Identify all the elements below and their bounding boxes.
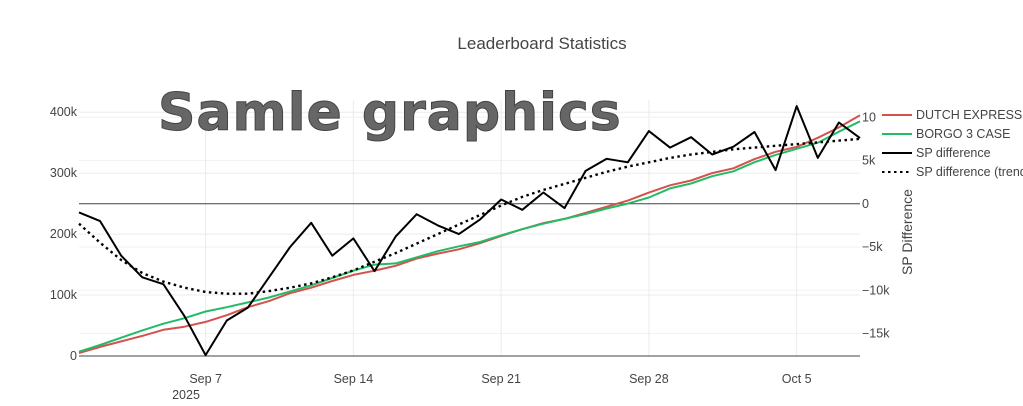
legend-label: BORGO 3 CASE [916,127,1010,141]
series-line-1 [78,120,861,353]
x-axis-ticks: Sep 7 Sep 14 Sep 21 Sep 28 Oct 5 [189,372,811,386]
left-tick-label: 400k [50,105,78,119]
left-tick-label: 0 [70,349,77,363]
x-tick-label: Sep 28 [629,372,669,386]
legend-item-1[interactable]: BORGO 3 CASE [882,127,1010,141]
left-tick-label: 100k [50,288,78,302]
right-tick-label: 0 [862,197,869,211]
legend-item-2[interactable]: SP difference [882,146,991,160]
x-tick-label: Oct 5 [782,372,812,386]
left-tick-label: 300k [50,166,78,180]
left-tick-label: 200k [50,227,78,241]
grid [79,100,860,356]
series-line-3 [78,137,861,295]
chart-title: Leaderboard Statistics [457,34,626,53]
right-tick-label: 10 [862,110,876,124]
right-axis-ticks: −15k −10k −5k 0 5k 10 [862,110,890,340]
series-layer [78,105,861,357]
legend: DUTCH EXPRESS BORGO 3 CASE SP difference SP… [882,108,1023,179]
legend-item-0[interactable]: DUTCH EXPRESS [882,108,1022,122]
x-year-label: 2025 [172,388,200,402]
right-axis-title: SP Difference [899,189,915,275]
x-tick-label: Sep 21 [481,372,521,386]
series-line-2 [78,105,861,357]
right-tick-label: −10k [862,283,890,297]
zero-lines [79,203,860,357]
legend-label: SP difference [916,146,991,160]
series-line-0 [78,114,861,354]
left-axis-ticks: 0 100k 200k 300k 400k [50,105,78,363]
legend-label: DUTCH EXPRESS [916,108,1022,122]
legend-label: SP difference (trend) [916,165,1023,179]
right-tick-label: 5k [862,154,876,168]
x-tick-label: Sep 14 [334,372,374,386]
overlay-watermark: Samle graphics [158,83,622,143]
legend-item-3[interactable]: SP difference (trend) [882,165,1023,179]
right-tick-label: −5k [862,240,883,254]
right-tick-label: −15k [862,327,890,341]
x-tick-label: Sep 7 [189,372,222,386]
